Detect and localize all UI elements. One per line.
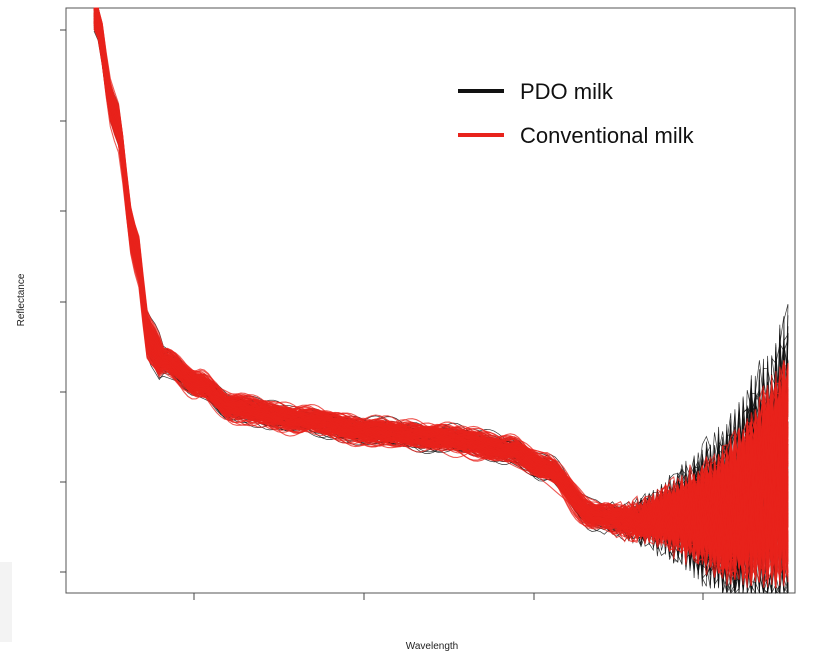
conventional-series-line	[93, 7, 789, 549]
conventional-series-line	[93, 7, 789, 556]
conventional-series-line	[94, 7, 789, 562]
conventional-series-group	[93, 7, 789, 589]
conventional-series-line	[93, 7, 789, 574]
conventional-series-line	[93, 23, 789, 588]
side-panel	[0, 562, 12, 642]
conventional-series-line	[94, 7, 789, 571]
plot-frame	[65, 7, 796, 594]
conventional-series-line	[94, 7, 789, 562]
conventional-series-line	[93, 7, 789, 569]
conventional-series-line	[93, 7, 789, 563]
conventional-series-line	[93, 7, 789, 570]
conventional-series-line	[94, 7, 789, 569]
y-axis-label: Reflectance	[16, 273, 27, 326]
legend-label-conventional: Conventional milk	[520, 123, 695, 148]
y-ticks	[60, 29, 66, 573]
conventional-series-line	[93, 7, 789, 570]
conventional-series-line	[93, 7, 789, 561]
conventional-series-line	[93, 8, 789, 578]
conventional-series-line	[93, 7, 789, 552]
conventional-series-line	[94, 7, 789, 538]
legend-label-pdo: PDO milk	[520, 79, 614, 104]
conventional-series-line	[94, 7, 789, 563]
conventional-series-line	[93, 12, 789, 568]
conventional-series-line	[94, 7, 789, 569]
x-axis-label: Wavelength	[406, 641, 458, 652]
conventional-series-line	[94, 7, 789, 569]
legend: PDO milk Conventional milk	[458, 79, 695, 148]
conventional-series-line	[93, 7, 789, 569]
conventional-series-line	[94, 7, 789, 561]
x-ticks	[193, 593, 704, 600]
